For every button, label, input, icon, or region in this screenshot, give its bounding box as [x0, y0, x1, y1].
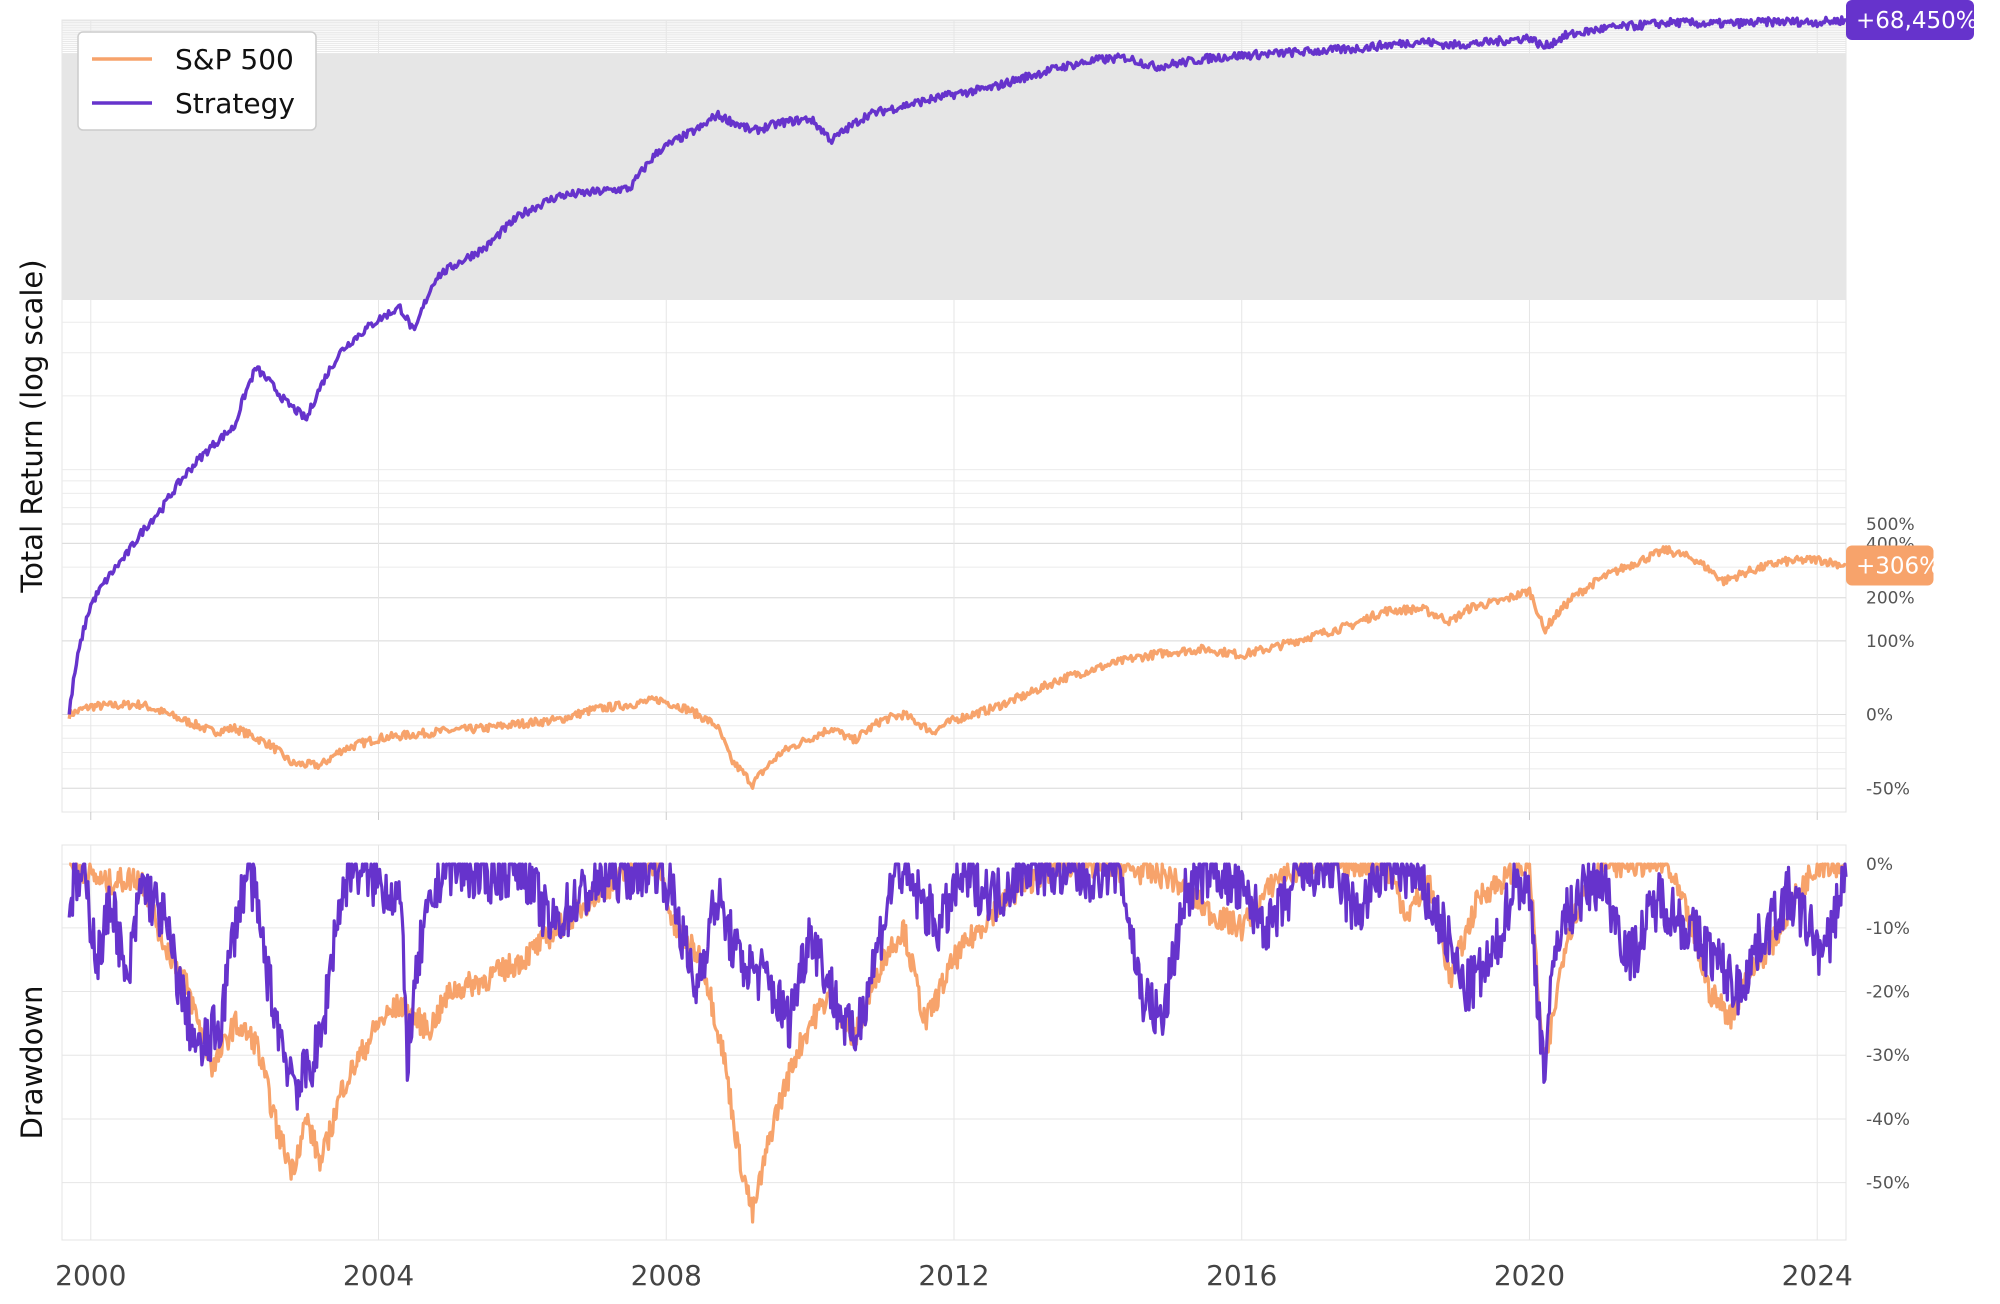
- bottom-y-tick-label: -50%: [1866, 1174, 1910, 1194]
- top-y-tick-label: -50%: [1866, 779, 1910, 799]
- x-tick-label: 2016: [1206, 1259, 1277, 1292]
- bottom-y-tick-label: -40%: [1866, 1110, 1910, 1130]
- series-line-top-strategy: [67, 15, 1847, 715]
- top-y-tick-label: 0%: [1866, 706, 1893, 726]
- top-y-axis-title: Total Return (log scale): [15, 259, 49, 593]
- bottom-y-tick-label: -10%: [1866, 919, 1910, 939]
- x-tick-label: 2004: [343, 1259, 414, 1292]
- end-label-box: [1846, 0, 1974, 40]
- bottom-y-tick-label: -30%: [1866, 1046, 1910, 1066]
- series-line-top-sp500: [67, 545, 1847, 790]
- series-line-drawdown-strategy: [67, 862, 1848, 1111]
- drawdown-panel: 0% -10% -20% -30% -40% -50% Drawdown: [15, 844, 1910, 1241]
- end-label-text: +306%: [1856, 554, 1941, 580]
- bottom-y-tick-label: 0%: [1866, 855, 1893, 875]
- x-tick-label: 2024: [1782, 1259, 1853, 1292]
- end-label-strategy: +68,450%: [1846, 0, 1978, 40]
- legend-label-strategy: Strategy: [175, 87, 295, 120]
- end-label-text: +68,450%: [1856, 8, 1978, 34]
- series-line-drawdown-sp500: [68, 862, 1847, 1224]
- legend-label-sp500: S&P 500: [175, 43, 294, 76]
- legend: S&P 500 Strategy: [77, 31, 317, 131]
- end-label-box: [1846, 545, 1934, 586]
- bottom-y-axis-title: Drawdown: [15, 986, 49, 1140]
- legend-box: [77, 31, 317, 131]
- total-return-panel: -50%0%100%200%400%500%Total Return (log …: [15, 0, 1978, 820]
- top-y-tick-label: 100%: [1866, 632, 1915, 652]
- top-y-tick-label: 200%: [1866, 589, 1915, 609]
- bottom-y-tick-label: -20%: [1866, 983, 1910, 1003]
- x-tick-label: 2008: [631, 1259, 702, 1292]
- top-y-tick-label: 500%: [1866, 515, 1915, 535]
- x-tick-label: 2012: [918, 1259, 989, 1292]
- x-tick-label: 2020: [1494, 1259, 1565, 1292]
- end-label-sp500: +306%: [1846, 545, 1941, 586]
- x-axis: 2000 2004 2008 2012 2016 2020 2024: [55, 1259, 1853, 1292]
- x-tick-label: 2000: [55, 1259, 126, 1292]
